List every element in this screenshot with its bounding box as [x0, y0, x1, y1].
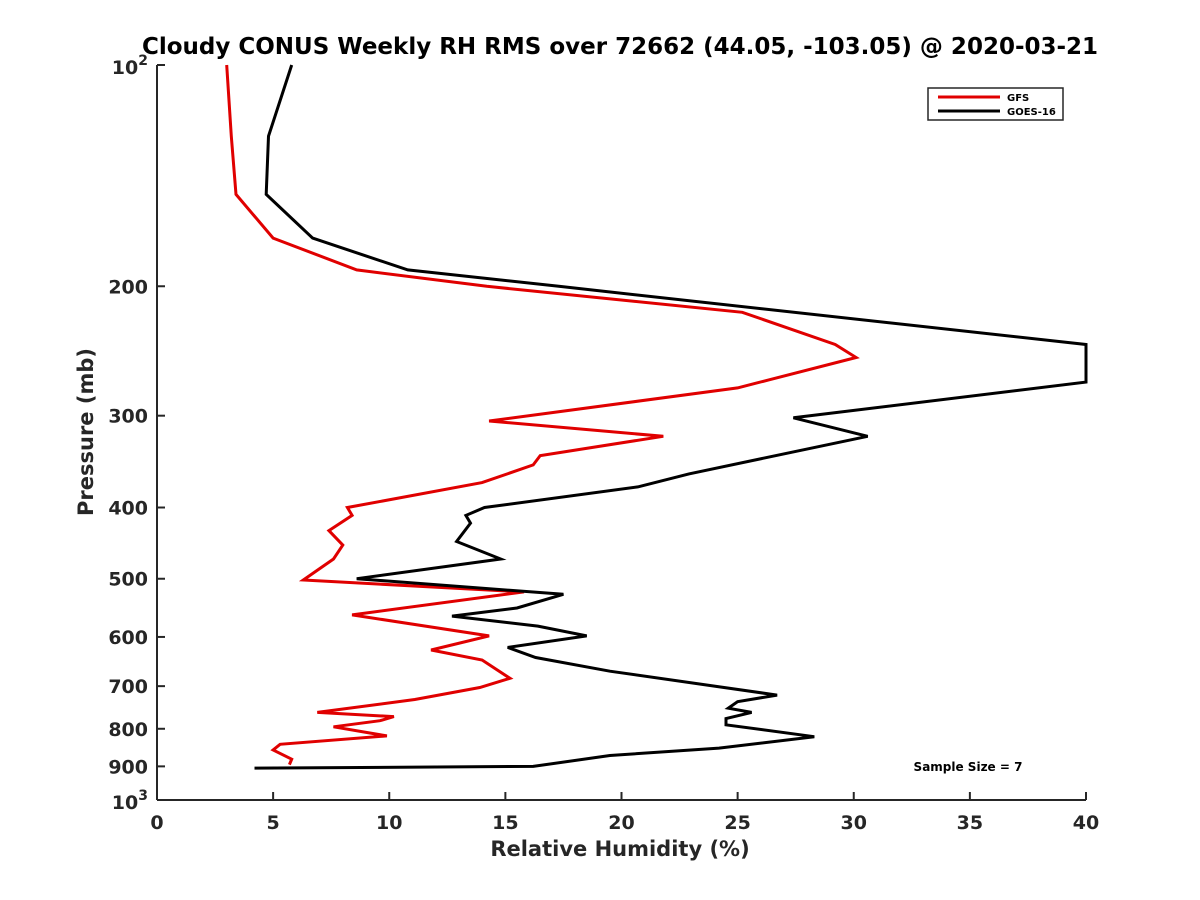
y-tick-label: 400 — [108, 498, 148, 520]
x-tick-label: 25 — [724, 812, 750, 834]
legend-label-0: GFS — [1007, 93, 1029, 104]
legend: GFS GOES-16 — [927, 87, 1064, 121]
y-tick-label: 700 — [108, 676, 148, 698]
x-tick-label: 5 — [267, 812, 280, 834]
x-tick-label: 35 — [957, 812, 983, 834]
axis-ticks: 0 5 10 15 20 25 30 35 40 200 300 400 500 600 700 800 900… — [108, 53, 1099, 834]
y-tick-label: 500 — [108, 569, 148, 591]
sample-size-note: Sample Size = 7 — [914, 760, 1023, 774]
plot-area — [225, 64, 1088, 770]
y-axis-label: Pressure (mb) — [74, 348, 98, 516]
y-tick-label: 800 — [108, 719, 148, 741]
series-line-0 — [225, 64, 860, 766]
y-tick-label: 900 — [108, 756, 148, 778]
y-tick-label: 300 — [108, 406, 148, 428]
x-tick-label: 10 — [376, 812, 402, 834]
y-tick-label-power: 102 — [112, 53, 148, 79]
x-tick-label: 40 — [1073, 812, 1099, 834]
y-tick-label-power: 103 — [112, 788, 148, 814]
x-tick-label: 20 — [608, 812, 634, 834]
y-tick-label: 200 — [108, 276, 148, 298]
x-axis-label: Relative Humidity (%) — [490, 837, 749, 861]
legend-label-1: GOES-16 — [1007, 107, 1056, 118]
x-tick-label: 15 — [492, 812, 518, 834]
x-tick-label: 30 — [841, 812, 867, 834]
legend-box — [927, 87, 1064, 121]
chart-title: Cloudy CONUS Weekly RH RMS over 72662 (4… — [142, 34, 1098, 60]
x-tick-label: 0 — [150, 812, 163, 834]
series-line-1 — [254, 64, 1088, 770]
y-tick-label: 600 — [108, 627, 148, 649]
